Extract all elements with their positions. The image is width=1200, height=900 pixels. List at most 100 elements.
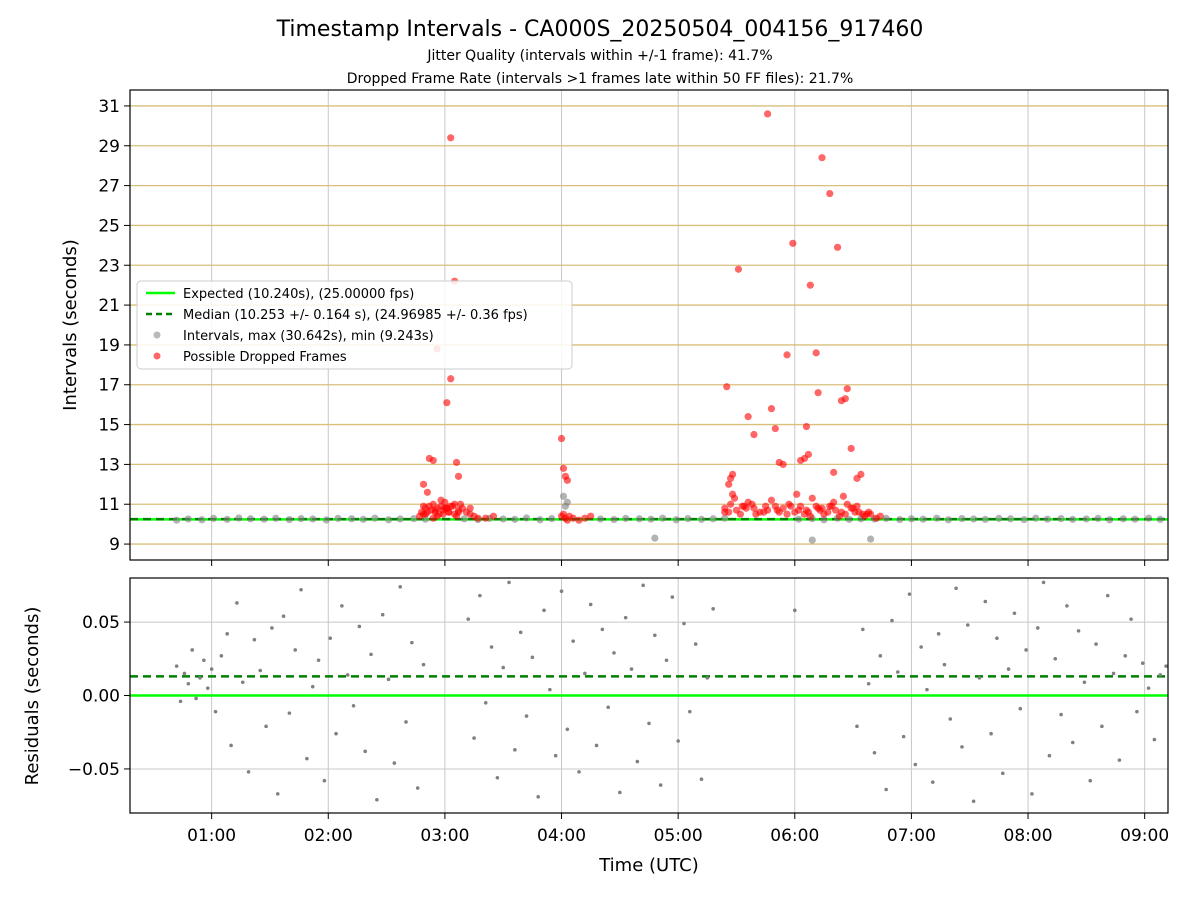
residual-point — [861, 627, 865, 632]
interval-point — [322, 516, 330, 524]
x-axis-label: Time (UTC) — [598, 855, 699, 876]
interval-point — [882, 514, 890, 522]
residual-point — [518, 630, 523, 635]
dropped-frame-point — [841, 395, 849, 403]
residual-point — [623, 615, 628, 620]
interval-point — [933, 514, 941, 522]
interval-point — [820, 516, 828, 524]
residual-point — [548, 687, 552, 692]
residual-point — [299, 587, 303, 592]
interval-point — [184, 515, 192, 523]
dropped-frame-point — [563, 476, 571, 484]
dropped-frame-point — [575, 516, 583, 524]
residual-point — [553, 753, 558, 758]
residual-point — [380, 612, 385, 617]
residual-point — [229, 743, 233, 748]
residual-point — [1000, 771, 1005, 776]
time-x-ticks: 01:00 02:00 03:00 04:00 05:00 06:00 07:00 08:00… — [187, 560, 1169, 846]
residual-point — [1164, 664, 1168, 668]
dropped-frame-point — [787, 502, 795, 510]
residual-point — [316, 658, 321, 663]
residual-point — [977, 676, 982, 680]
residual-point — [194, 696, 198, 701]
interval-point — [198, 516, 206, 524]
residual-point — [340, 604, 344, 608]
residual-point — [1059, 712, 1063, 717]
dropped-frame-point — [828, 502, 836, 510]
interval-point — [460, 515, 468, 523]
residual-point — [472, 736, 476, 740]
intervals-y-tick-label-5: 19 — [98, 336, 120, 356]
residual-point — [209, 667, 214, 671]
residual-point — [890, 618, 894, 623]
interval-point — [235, 514, 243, 522]
residual-point — [629, 667, 634, 671]
residual-point — [1111, 671, 1116, 676]
dropped-frame-point — [804, 450, 812, 459]
intervals-y-tick-label-11: 31 — [98, 97, 120, 117]
dropped-frame-point — [725, 480, 733, 488]
dropped-frame-point — [767, 405, 776, 413]
residual-point — [872, 750, 877, 755]
residual-point — [305, 756, 309, 761]
interval-point — [684, 514, 692, 523]
interval-point — [651, 534, 659, 542]
residual-point — [606, 705, 610, 710]
residuals-y-ticks: −0.05 0.00 0.05 — [68, 613, 130, 780]
interval-point — [970, 515, 978, 523]
residual-point — [1035, 626, 1040, 630]
dropped-frame-point — [728, 490, 737, 498]
dropped-frame-point — [437, 496, 445, 504]
residual-point — [293, 648, 298, 652]
dropped-frame-point — [789, 239, 797, 247]
dropped-frame-point — [559, 464, 568, 472]
interval-point — [944, 516, 952, 524]
residual-point — [971, 799, 976, 804]
dropped-frame-point — [767, 496, 776, 504]
residual-point — [1158, 673, 1163, 677]
residual-point — [513, 748, 517, 752]
residual-point — [483, 701, 488, 705]
interval-point — [522, 514, 531, 522]
residual-point — [913, 762, 918, 767]
interval-point — [359, 515, 367, 523]
interval-point — [1119, 515, 1127, 523]
dropped-frame-point — [816, 506, 824, 514]
residual-point — [612, 651, 616, 655]
legend-median-label: Median (10.253 +/- 0.164 s), (24.96985 +… — [183, 308, 528, 323]
residual-point — [530, 655, 535, 660]
residual-point — [901, 734, 906, 739]
residual-point — [398, 585, 402, 589]
residual-point — [392, 761, 397, 765]
dropped-frame-point — [752, 510, 760, 518]
residual-point — [310, 684, 315, 689]
legend-expected-label: Expected (10.240s), (25.00000 fps) — [183, 287, 414, 302]
dropped-frame-point — [429, 514, 437, 522]
intervals-y-tick-label-3: 15 — [98, 416, 120, 436]
residual-point — [559, 589, 564, 594]
interval-point — [246, 515, 255, 523]
residual-point — [960, 745, 964, 749]
interval-point — [1156, 515, 1164, 523]
residuals-y-tick-label-1: 0.00 — [82, 687, 120, 707]
residual-point — [896, 670, 900, 674]
residual-point — [653, 633, 657, 638]
residual-point — [600, 627, 605, 632]
residual-point — [1140, 661, 1145, 665]
dropped-frame-point — [793, 490, 801, 498]
residual-point — [202, 658, 206, 663]
interval-point — [384, 516, 393, 524]
residual-point — [983, 599, 988, 604]
residual-point — [281, 614, 286, 618]
dropped-frame-point — [783, 510, 791, 518]
residual-point — [270, 626, 274, 630]
dropped-frame-point — [474, 514, 482, 522]
residual-point — [386, 677, 391, 682]
intervals-y-tick-label-4: 17 — [98, 376, 120, 396]
dropped-frame-point — [740, 502, 748, 510]
interval-point — [1144, 514, 1153, 522]
residuals-reference-lines — [130, 675, 1168, 697]
intervals-y-tick-label-1: 11 — [98, 495, 120, 515]
interval-point — [596, 515, 605, 523]
dropped-frame-point — [734, 265, 743, 273]
